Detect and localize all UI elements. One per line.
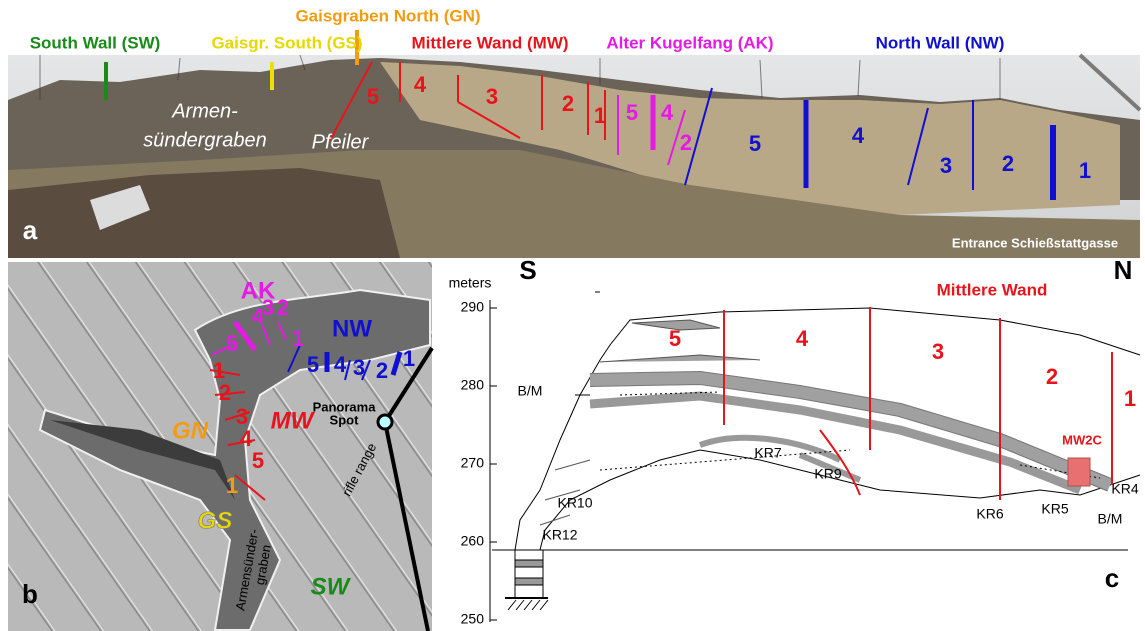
unit-label: KR9 — [814, 466, 841, 482]
section-number: 1 — [226, 473, 238, 498]
section-number: 1 — [403, 346, 415, 371]
site-label: GN — [172, 417, 209, 444]
section-number: 5 — [226, 331, 238, 356]
section-number: 5 — [749, 131, 761, 156]
figure: South Wall (SW) Gaisgr. South (GS) Gaisgra… — [0, 0, 1145, 631]
section-number: 2 — [277, 295, 289, 320]
unit-label: B/M — [1098, 511, 1123, 527]
unit-label: KR7 — [754, 445, 781, 461]
panel-label: c — [1105, 563, 1119, 593]
map-label: Spot — [330, 412, 360, 427]
section-number: 2 — [1046, 364, 1058, 389]
site-label: NW — [332, 315, 372, 342]
section-number: 2 — [219, 380, 231, 405]
photo-label: Pfeiler — [312, 131, 370, 153]
sample-label: MW2C — [1062, 432, 1102, 447]
site-label: South Wall (SW) — [30, 33, 161, 52]
y-tick-label: 270 — [461, 455, 485, 471]
section-number: 5 — [252, 448, 264, 473]
unit-label: KR12 — [542, 527, 577, 543]
section-number: 3 — [486, 84, 498, 109]
photo — [8, 55, 1140, 258]
photo-label: sündergraben — [143, 129, 266, 151]
panel-label: a — [23, 215, 38, 245]
section-number: 5 — [367, 84, 379, 109]
site-label: North Wall (NW) — [876, 33, 1005, 52]
section-number: 2 — [1002, 151, 1014, 176]
panel-label: b — [22, 579, 38, 609]
unit-label: KR10 — [557, 495, 592, 511]
photo-label: Entrance Schießstattgasse — [952, 235, 1118, 250]
section-number: 2 — [376, 358, 388, 383]
y-tick-label: 260 — [461, 533, 485, 549]
axis-title: meters — [449, 275, 492, 291]
y-tick-label: 280 — [461, 377, 485, 393]
section-number: 5 — [307, 352, 319, 377]
section-number: 5 — [626, 100, 638, 125]
unit-label: KR4 — [1111, 481, 1138, 497]
section-number: 5 — [669, 326, 681, 351]
direction-label: S — [519, 255, 536, 285]
y-tick-label: 250 — [461, 611, 485, 627]
section-number: 4 — [796, 326, 809, 351]
section-number: 3 — [262, 295, 274, 320]
section-number: 4 — [661, 100, 674, 125]
section-number: 3 — [940, 153, 952, 178]
site-label: MW — [271, 407, 316, 434]
section-number: 3 — [932, 339, 944, 364]
unit-label: KR5 — [1041, 501, 1068, 517]
section-number: 1 — [1124, 386, 1136, 411]
section-number: 4 — [414, 72, 427, 97]
section-number: 3 — [353, 355, 365, 380]
section-number: 1 — [292, 326, 304, 351]
site-label: GS — [198, 507, 233, 534]
site-label: SW — [311, 573, 352, 600]
photo-label: Armen- — [171, 100, 238, 122]
section-number: 1 — [594, 103, 606, 128]
y-tick-label: 290 — [461, 299, 485, 315]
site-label: Gaisgraben North (GN) — [295, 6, 480, 25]
site-label: Mittlere Wand (MW) — [411, 33, 568, 52]
site-label: Gaisgr. South (GS) — [211, 33, 362, 52]
section-number: 4 — [334, 352, 347, 377]
section-number: 2 — [680, 130, 692, 155]
cross-section — [492, 292, 1140, 610]
site-label: Alter Kugelfang (AK) — [606, 33, 773, 52]
section-number: 4 — [852, 123, 865, 148]
unit-label: KR6 — [976, 506, 1003, 522]
section-number: 2 — [562, 91, 574, 116]
section-title: Mittlere Wand — [937, 280, 1048, 299]
section-number: 1 — [1079, 158, 1091, 183]
direction-label: N — [1114, 255, 1133, 285]
unit-label: B/M — [518, 383, 543, 399]
